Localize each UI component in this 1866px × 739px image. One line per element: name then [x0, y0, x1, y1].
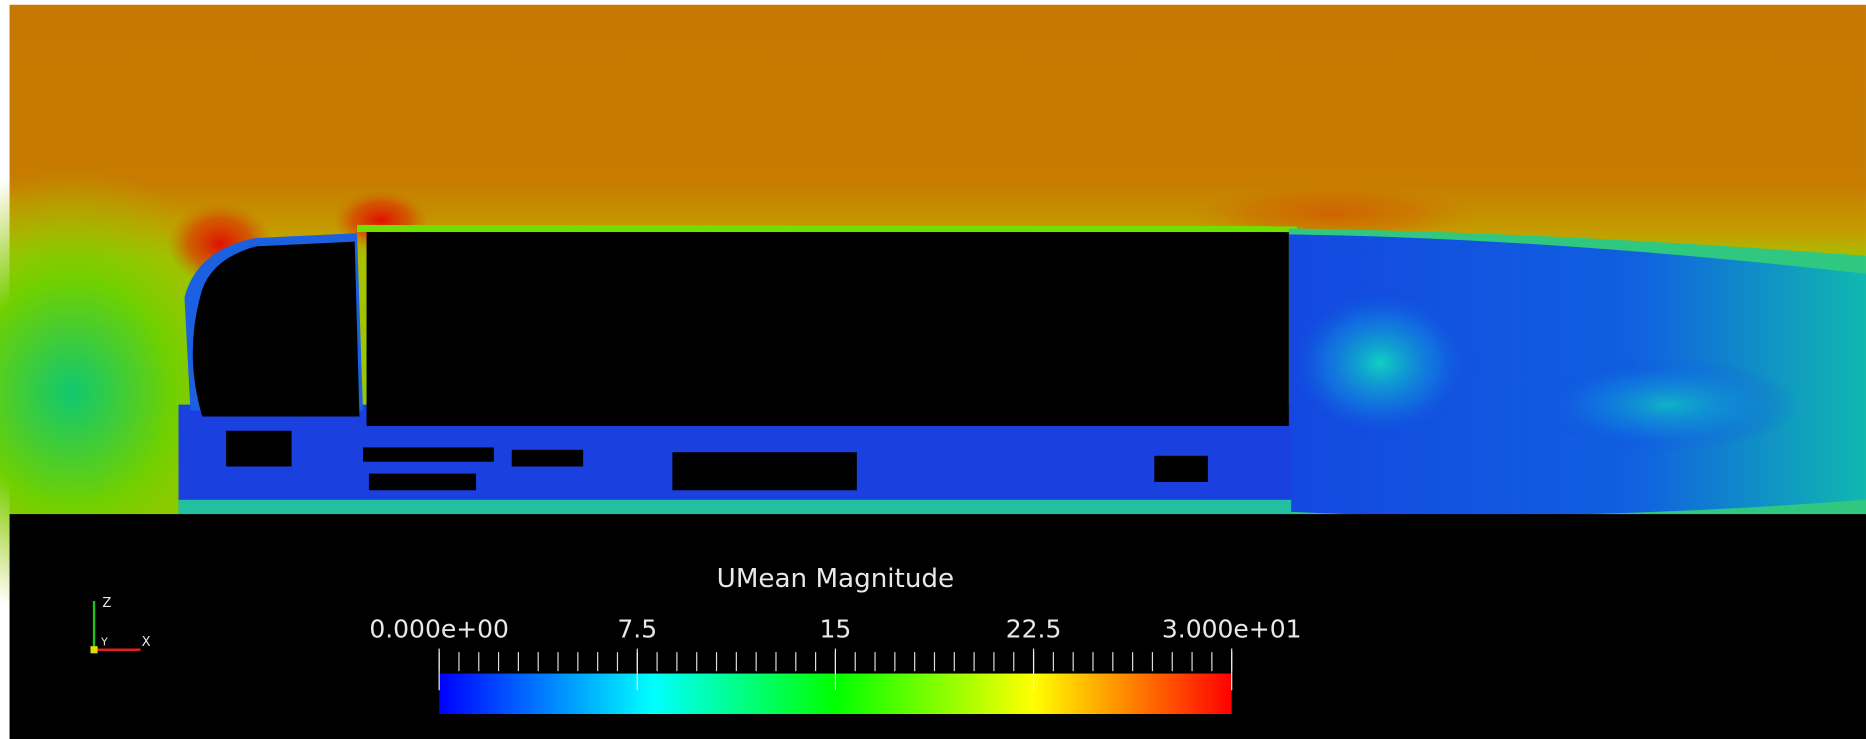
tick-label: 22.5	[1006, 615, 1062, 644]
axis-label: Y	[100, 636, 108, 649]
colorbar-title: UMean Magnitude	[717, 564, 954, 594]
axis-label: Z	[102, 596, 111, 611]
render-view: Z Y X UMean Magnitude 0.000e+00 7.5 15 22.5…	[0, 0, 1866, 739]
tick-label: 7.5	[617, 615, 657, 644]
axis-label: X	[142, 635, 151, 650]
tick-label: 3.000e+01	[1162, 615, 1302, 644]
tick-label: 15	[820, 615, 852, 644]
page: Z Y X UMean Magnitude 0.000e+00 7.5 15 22.5…	[0, 0, 1866, 739]
tick-label: 0.000e+00	[369, 615, 509, 644]
